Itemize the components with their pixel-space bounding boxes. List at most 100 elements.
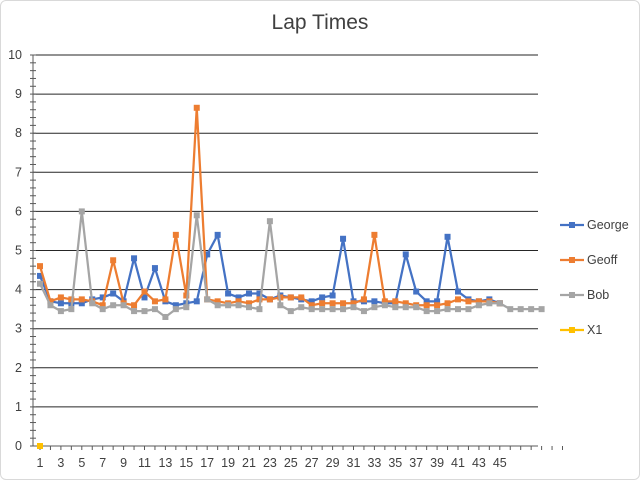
data-point [340, 306, 347, 313]
data-point [455, 306, 461, 313]
data-point [423, 308, 430, 315]
data-point [131, 302, 138, 309]
data-point [47, 302, 54, 309]
data-point [110, 302, 117, 309]
data-point [225, 290, 232, 297]
data-point [319, 306, 326, 313]
data-point [151, 306, 158, 313]
x-tick-label: 1 [37, 456, 44, 470]
gridlines [33, 54, 538, 408]
x-tick-label: 45 [493, 456, 507, 470]
data-point [141, 294, 148, 301]
data-point [57, 308, 64, 315]
data-point [287, 294, 294, 301]
data-point [329, 292, 336, 299]
legend-label: X1 [587, 323, 602, 337]
data-point [235, 298, 242, 305]
data-point [266, 218, 273, 225]
x-tick-label: 9 [120, 456, 127, 470]
y-tick-label: 6 [15, 204, 22, 218]
x-tick-label: 5 [78, 456, 85, 470]
data-point [434, 308, 441, 315]
data-point [172, 302, 179, 309]
x-tick-label: 37 [409, 456, 423, 470]
y-tick-label: 9 [15, 87, 22, 101]
data-point [287, 308, 294, 315]
data-point [402, 304, 409, 311]
data-point [235, 294, 242, 301]
x-tick-label: 41 [451, 456, 465, 470]
x-tick-label: 25 [284, 456, 298, 470]
data-point [371, 304, 378, 311]
data-point [392, 298, 399, 305]
data-point [455, 296, 461, 303]
data-point [319, 294, 326, 301]
data-point [266, 296, 273, 303]
data-point [110, 257, 117, 264]
data-point [193, 212, 200, 219]
x-tick-label: 11 [138, 456, 151, 470]
data-point [57, 300, 64, 307]
data-point [172, 231, 179, 238]
legend-marker [569, 327, 575, 333]
data-point [465, 298, 472, 305]
data-point [298, 304, 305, 311]
data-point [141, 288, 148, 295]
data-point [517, 306, 524, 313]
data-point [486, 300, 493, 307]
data-point [141, 308, 148, 315]
data-point [360, 308, 367, 315]
data-point [277, 302, 284, 309]
legend-marker [569, 292, 575, 298]
y-tick-label: 7 [15, 165, 22, 179]
data-point [246, 304, 252, 311]
series-line [38, 233, 501, 307]
data-point [444, 306, 451, 313]
data-point [528, 306, 535, 313]
x-tick-label: 7 [99, 456, 106, 470]
data-point [225, 302, 232, 309]
data-point [402, 251, 409, 258]
data-point [402, 300, 409, 307]
data-point [37, 443, 43, 449]
data-point [172, 306, 179, 313]
x-tick-label: 43 [472, 456, 486, 470]
data-point [329, 300, 336, 307]
data-point [329, 306, 336, 313]
legend-label: George [587, 218, 629, 232]
data-point [183, 292, 190, 299]
data-point [47, 298, 54, 305]
data-point [37, 263, 43, 270]
legend-label: Bob [587, 288, 609, 302]
x-tick-label: 33 [367, 456, 381, 470]
data-point [256, 290, 263, 297]
y-tick-label: 0 [15, 439, 22, 453]
x-tick-label: 27 [305, 456, 319, 470]
data-point [57, 294, 64, 301]
data-point [340, 235, 347, 242]
data-point [444, 233, 451, 240]
data-point [340, 300, 347, 307]
data-point [37, 272, 43, 279]
data-point [246, 290, 252, 297]
x-tick-label: 35 [388, 456, 402, 470]
data-point [444, 300, 451, 307]
data-point [151, 265, 158, 272]
data-point [538, 306, 545, 313]
data-point [162, 296, 169, 303]
data-point [496, 300, 503, 307]
data-point [371, 231, 378, 238]
data-point [381, 298, 388, 305]
data-point [204, 251, 211, 258]
data-point [256, 306, 263, 313]
y-tick-label: 2 [15, 361, 22, 375]
data-point [475, 298, 482, 305]
data-point [246, 300, 252, 307]
data-point [99, 294, 106, 301]
chart-title: Lap Times [271, 11, 369, 34]
data-point [78, 296, 85, 303]
legend-marker [569, 257, 575, 263]
data-point [193, 104, 200, 111]
data-point [214, 231, 221, 238]
